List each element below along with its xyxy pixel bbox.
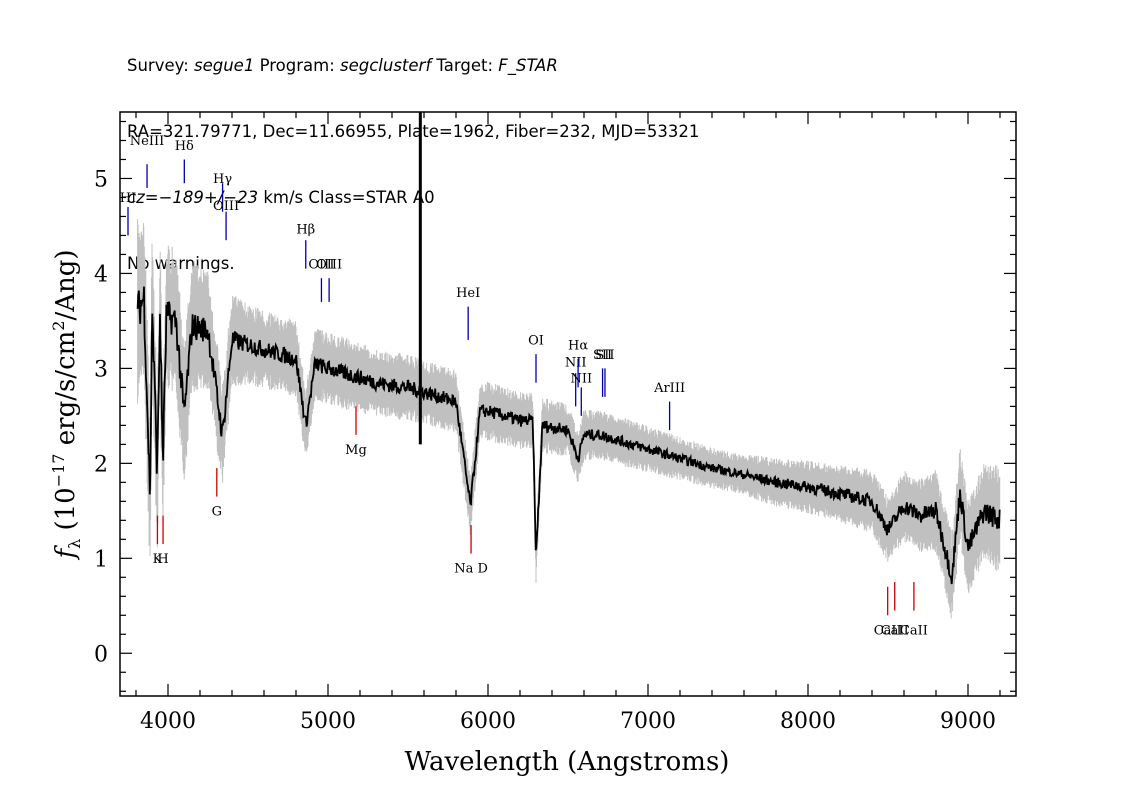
emission-line-label-6: OIII (316, 258, 342, 273)
svg-text:fλ (10−17 erg/s/cm2/Ang): fλ (10−17 erg/s/cm2/Ang) (49, 249, 84, 560)
absorption-line-label-3: Mg (345, 443, 367, 458)
line-marker-layer: NeIII HδHγOIIIHβOIIIOIIIHeIOINIIHαNIISIIS… (120, 134, 928, 638)
emission-line-label-5: OIII (308, 258, 334, 273)
emission-line-label-13: SII (595, 348, 614, 363)
cz-value: −189+/−23 (158, 188, 259, 207)
emission-line-label-0: NeIII (130, 134, 164, 149)
y-axis-cm-exp: 2 (49, 321, 68, 331)
program-label: Program: (254, 56, 340, 75)
emission-line-label-11: NII (570, 372, 592, 387)
emission-line-label-9: NII (565, 355, 587, 370)
plot-frame (119, 111, 1017, 697)
flux-layer (136, 112, 1001, 585)
header-line-1: Survey: segue1 Program: segclusterf Targ… (127, 55, 699, 77)
absorption-line-label-5: CaII (874, 623, 902, 638)
absorption-line-label-0: K (153, 552, 163, 567)
y-tick-label-1: 1 (94, 547, 108, 572)
emission-line-label-12: SII (593, 348, 612, 363)
axis-ticks-layer: 4000 5000 6000 7000 8000 9000 0 1 2 3 4 5 (94, 112, 1016, 734)
target-label: Target: (431, 56, 499, 75)
survey-label: Survey: (127, 56, 194, 75)
x-tick-label-0: 4000 (140, 709, 196, 734)
flux-line (136, 286, 1001, 585)
target-value: F_STAR (498, 56, 558, 75)
y-axis-units-part2: erg/s/cm (51, 331, 81, 454)
y-tick-label-3: 3 (94, 357, 108, 382)
y-axis-units-part1: (10 (51, 487, 81, 539)
emission-line-label-1: Hδ (175, 139, 194, 154)
cz-suffix: km/s Class=STAR A0 (258, 188, 435, 207)
y-tick-label-4: 4 (94, 262, 108, 287)
absorption-line-label-1: H (157, 552, 168, 567)
absorption-line-label-7: CaII (900, 623, 928, 638)
x-tick-label-2: 6000 (460, 709, 516, 734)
cz-prefix: cz= (127, 188, 159, 207)
x-tick-label-3: 7000 (620, 709, 676, 734)
y-tick-label-2: 2 (94, 452, 108, 477)
y-axis-exponent: −17 (49, 454, 68, 488)
y-axis-units-part3: /Ang) (51, 249, 81, 320)
emission-line-label-7: HeI (456, 286, 480, 301)
emission-line-label-3: OIII (213, 199, 239, 214)
emission-line-label-2: Hγ (213, 172, 232, 187)
error-band (137, 219, 1001, 619)
y-axis-lambda-sub: λ (65, 539, 84, 549)
y-tick-label-5: 5 (94, 167, 108, 192)
spectrum-header: Survey: segue1 Program: segclusterf Targ… (127, 11, 699, 297)
y-tick-label-0: 0 (94, 642, 108, 667)
x-tick-label-5: 9000 (940, 709, 996, 734)
x-tick-label-4: 8000 (780, 709, 836, 734)
emission-line-label-4: Hβ (296, 223, 315, 238)
emission-line-label-10: Hα (568, 338, 588, 353)
program-value: segclusterf (340, 56, 432, 75)
absorption-line-label-4: Na D (454, 562, 488, 577)
error-band-layer (137, 219, 1001, 619)
survey-value: segue1 (194, 56, 255, 75)
emission-line-label-14: ArIII (653, 381, 685, 396)
emission-line-label-15: HI (120, 191, 136, 206)
header-line-2: RA=321.79771, Dec=11.66955, Plate=1962, … (127, 122, 700, 141)
emission-line-label-8: OI (528, 334, 544, 349)
absorption-line-label-2: G (212, 505, 222, 520)
x-axis-title: Wavelength (Angstroms) (405, 747, 730, 777)
absorption-line-label-6: CaII (881, 623, 909, 638)
header-line-3: cz=−189+/−23 km/s Class=STAR A0 (127, 187, 699, 209)
x-tick-label-1: 5000 (300, 709, 356, 734)
y-axis-title: fλ (10−17 erg/s/cm2/Ang) (49, 249, 84, 560)
